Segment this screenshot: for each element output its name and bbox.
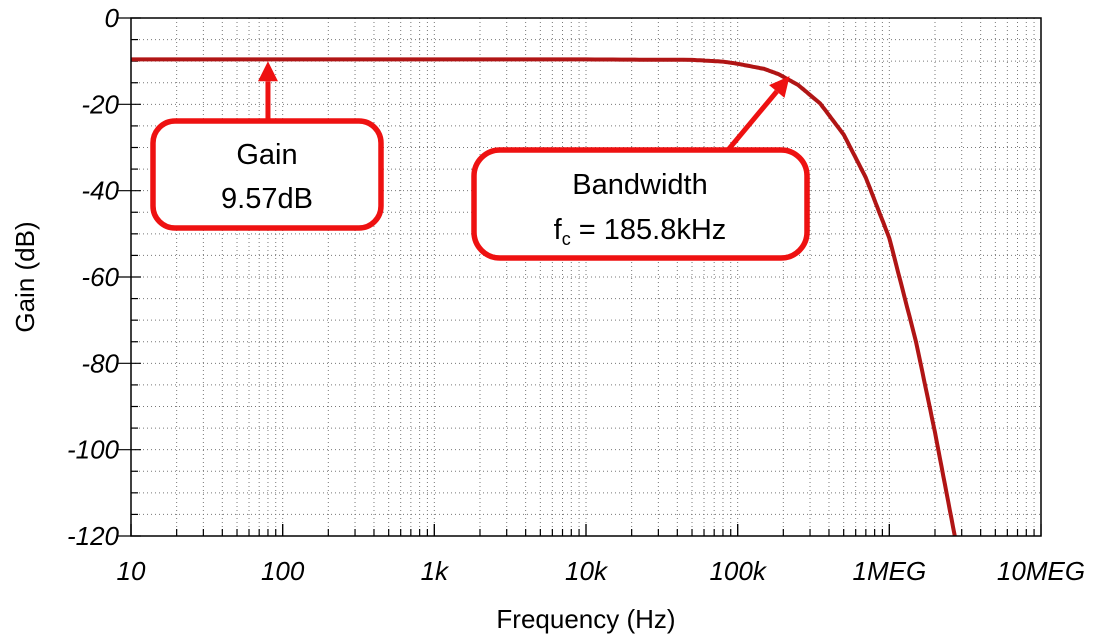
bandwidth-arrow	[726, 89, 779, 152]
fc-subscript: c	[562, 229, 571, 249]
gain-callout-title: Gain	[236, 139, 297, 171]
fc-value: = 185.8kHz	[571, 214, 727, 246]
y-tick-label: -40	[81, 176, 119, 206]
x-tick-label: 10k	[565, 556, 609, 586]
x-axis-title: Frequency (Hz)	[496, 604, 675, 634]
plot-area-frame	[130, 17, 1042, 537]
y-tick-label: -20	[81, 89, 119, 119]
gain-arrow-head	[257, 61, 278, 82]
y-tick-label: -80	[81, 348, 119, 378]
gain-callout: Gain 9.57dB	[150, 61, 384, 231]
y-tick-label: -100	[67, 435, 120, 465]
gain-callout-value: 9.57dB	[221, 183, 313, 215]
y-tick-label: -120	[67, 521, 120, 551]
x-tick-label: 100	[261, 556, 305, 586]
x-tick-label: 1k	[421, 556, 450, 586]
bandwidth-callout: Bandwidth fc = 185.8kHz	[471, 76, 810, 261]
y-axis-title: Gain (dB)	[10, 221, 40, 332]
y-tick-label: -60	[81, 262, 119, 292]
grid	[117, 17, 1042, 537]
x-tick-label: 1MEG	[852, 556, 926, 586]
tick-labels: 10 100 1k 10k 100k 1MEG 10MEG 0 -20 -40 -60 -80 -100…	[67, 3, 1085, 586]
y-tick-label: 0	[105, 3, 120, 33]
x-tick-label: 10MEG	[997, 556, 1085, 586]
x-tick-label: 100k	[709, 556, 767, 586]
fc-symbol: f	[554, 214, 563, 246]
x-tick-label: 10	[117, 556, 146, 586]
bandwidth-callout-box	[471, 147, 810, 261]
bandwidth-callout-title: Bandwidth	[572, 169, 707, 201]
bandwidth-arrow-head	[769, 76, 790, 98]
bandwidth-callout-value: fc = 185.8kHz	[554, 214, 727, 249]
